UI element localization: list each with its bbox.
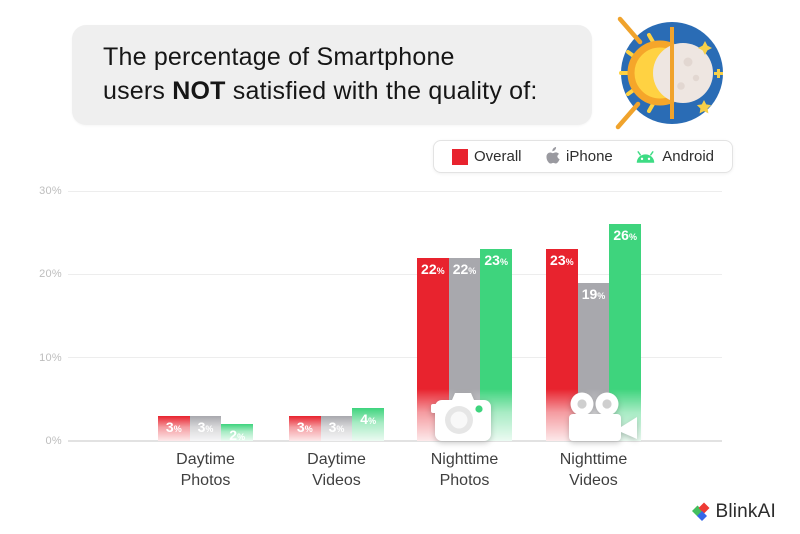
category-label-nighttime-videos: Nighttime Videos <box>559 451 628 489</box>
bar-fade <box>221 424 254 441</box>
title-line2-prefix: users <box>103 77 173 105</box>
bar-value-label: 3% <box>328 419 345 435</box>
bar-fade <box>289 416 321 441</box>
camera-icon <box>431 393 491 441</box>
bar-android-1: 4% <box>352 407 385 441</box>
gridline-30% <box>68 190 722 192</box>
legend-item-overall: Overall <box>452 148 522 165</box>
brand-name: BlinkAI <box>715 501 776 522</box>
gridline-20% <box>68 273 722 275</box>
brand-footer: BlinkAI <box>690 501 776 523</box>
video-camera-icon <box>569 392 637 441</box>
bar-fade <box>189 416 222 441</box>
bar-android-0: 2% <box>221 424 254 444</box>
gridline-10% <box>68 357 722 359</box>
legend: Overall iPhone Android <box>433 140 733 173</box>
bar-value-label: 22% <box>452 260 477 277</box>
bar-value-label: 2% <box>229 427 246 444</box>
red-square-swatch <box>452 148 468 165</box>
y-axis-tick-30%: 30% <box>39 185 62 197</box>
category-label-nighttime-photos: Nighttime Photos <box>430 451 499 489</box>
bar-fade <box>320 416 353 441</box>
category-label-daytime-videos: Daytime Videos <box>307 451 366 489</box>
legend-label-android: Android <box>662 148 714 165</box>
y-axis-tick-20%: 20% <box>39 268 62 281</box>
day-night-icon <box>615 16 723 130</box>
y-axis-tick-10%: 10% <box>39 351 62 364</box>
bar-group-daytime-photos: 3% 3% 2% <box>158 191 254 444</box>
gridline-0% <box>68 440 722 442</box>
bar-value-label: 3% <box>197 419 214 435</box>
bar-value-label: 23% <box>484 252 508 269</box>
bar-overall-1: 3% <box>289 416 321 441</box>
legend-label-overall: Overall <box>474 148 522 165</box>
bar-value-label: 19% <box>581 285 606 302</box>
bar-iphone-0: 3% <box>189 416 222 441</box>
apple-icon <box>546 147 560 164</box>
bar-overall-0: 3% <box>158 416 190 441</box>
chart-title: The percentage of Smartphone users NOT sa… <box>103 40 538 108</box>
bar-iphone-1: 3% <box>320 416 353 441</box>
bar-group-daytime-videos: 3% 3% 4% <box>289 191 385 441</box>
bar-value-label: 26% <box>613 227 637 244</box>
title-line2-suffix: satisfied with the quality of: <box>225 77 538 105</box>
legend-item-iphone: iPhone <box>544 147 613 166</box>
bar-value-label: 4% <box>360 410 377 427</box>
legend-label-iphone: iPhone <box>566 148 613 165</box>
category-label-daytime-photos: Daytime Photos <box>176 451 235 489</box>
bar-fade <box>158 416 190 441</box>
title-line2-bold: NOT <box>172 77 226 105</box>
title-line1: The percentage of Smartphone <box>103 43 455 71</box>
legend-item-android: Android <box>635 148 714 165</box>
bar-value-label: 22% <box>421 260 445 277</box>
bar-value-label: 3% <box>165 419 182 435</box>
android-icon <box>637 150 655 163</box>
blinkai-logo-icon <box>692 502 710 521</box>
title-card: The percentage of Smartphone users NOT sa… <box>72 25 592 125</box>
bar-value-label: 3% <box>296 419 313 435</box>
y-axis-tick-0%: 0% <box>45 435 62 447</box>
bar-fade <box>352 407 385 441</box>
bar-value-label: 23% <box>550 252 574 269</box>
